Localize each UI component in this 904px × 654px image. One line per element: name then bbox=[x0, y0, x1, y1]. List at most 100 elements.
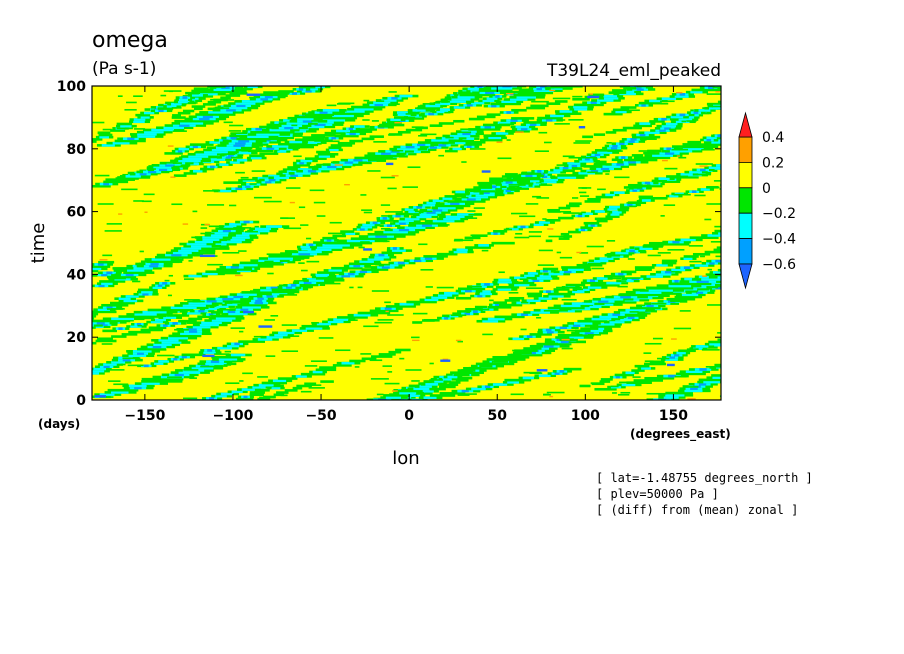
omega-contour-green bbox=[301, 324, 329, 328]
omega-contour-cyan bbox=[708, 106, 721, 110]
omega-contour-cyan bbox=[620, 279, 634, 283]
omega-noise-green bbox=[700, 255, 705, 258]
omega-contour-blue bbox=[639, 133, 646, 137]
omega-contour-blue bbox=[384, 307, 392, 310]
omega-noise-green bbox=[375, 263, 390, 266]
omega-noise-green bbox=[457, 394, 470, 396]
omega-contour-cyan bbox=[278, 331, 295, 335]
omega-contour-cyan bbox=[215, 146, 241, 150]
omega-contour-cyan bbox=[188, 302, 212, 305]
omega-contour-blue bbox=[264, 95, 273, 99]
x-tick-label: 150 bbox=[659, 408, 688, 424]
omega-contour-blue bbox=[619, 142, 625, 146]
omega-contour-green bbox=[578, 329, 591, 333]
x-tick-label: −50 bbox=[305, 408, 336, 424]
omega-noise-green bbox=[658, 392, 667, 395]
omega-contour-cyan bbox=[455, 190, 466, 194]
omega-noise-green bbox=[407, 166, 421, 169]
omega-contour-blue bbox=[163, 324, 168, 327]
omega-contour-green bbox=[157, 107, 174, 110]
omega-noise-green bbox=[558, 119, 566, 121]
omega-contour-cyan bbox=[492, 383, 508, 386]
omega-contour-green bbox=[367, 232, 416, 236]
omega-contour-cyan bbox=[178, 98, 188, 102]
omega-contour-green bbox=[566, 204, 580, 208]
omega-noise-green bbox=[300, 146, 309, 148]
omega-noise-green bbox=[704, 218, 712, 221]
omega-contour-blue bbox=[236, 104, 246, 108]
omega-contour-cyan bbox=[273, 176, 290, 180]
omega-contour-cyan bbox=[306, 87, 318, 91]
omega-positive-fleck bbox=[576, 251, 582, 254]
omega-contour-green bbox=[235, 397, 254, 400]
omega-contour-cyan bbox=[462, 194, 472, 197]
omega-contour-blue bbox=[490, 185, 497, 189]
omega-contour-green bbox=[587, 197, 601, 201]
omega-noise-green bbox=[213, 107, 230, 109]
omega-noise-green bbox=[232, 360, 244, 363]
omega-contour-green bbox=[633, 124, 652, 128]
omega-noise-green bbox=[429, 379, 443, 381]
omega-positive-fleck bbox=[344, 183, 350, 186]
omega-noise-green bbox=[121, 188, 138, 191]
omega-noise-green bbox=[133, 200, 144, 202]
omega-contour-green bbox=[588, 93, 605, 97]
omega-noise-green bbox=[559, 256, 573, 259]
omega-noise-green bbox=[470, 285, 482, 288]
omega-contour-cyan bbox=[615, 110, 627, 114]
omega-contour-blue bbox=[540, 86, 547, 88]
omega-contour-green bbox=[526, 106, 546, 110]
omega-contour-blue bbox=[621, 156, 626, 159]
omega-contour-green bbox=[623, 86, 637, 90]
omega-contour-cyan bbox=[548, 294, 564, 298]
omega-contour-green bbox=[361, 268, 389, 271]
omega-contour-cyan bbox=[215, 394, 227, 398]
chart-units: (Pa s-1) bbox=[92, 59, 156, 79]
omega-contour-blue bbox=[554, 372, 560, 375]
omega-contour-green bbox=[453, 373, 470, 377]
omega-noise-green bbox=[670, 300, 686, 302]
omega-noise-green bbox=[94, 174, 110, 177]
omega-contour-green bbox=[405, 128, 423, 132]
omega-noise-green bbox=[552, 86, 567, 89]
omega-noise-green bbox=[655, 361, 663, 363]
y-tick-label: 100 bbox=[57, 79, 86, 95]
omega-noise-green bbox=[538, 249, 553, 252]
omega-contour-green bbox=[237, 303, 268, 307]
omega-noise-green bbox=[184, 299, 200, 301]
omega-contour-cyan bbox=[512, 337, 525, 341]
omega-noise-green bbox=[469, 118, 475, 120]
omega-contour-cyan bbox=[229, 222, 242, 226]
omega-deep-core bbox=[536, 369, 548, 372]
omega-contour-green bbox=[545, 342, 558, 346]
omega-contour-blue bbox=[493, 232, 498, 235]
colorbar-box bbox=[738, 238, 753, 265]
omega-contour-blue bbox=[101, 273, 108, 277]
omega-noise-green bbox=[701, 237, 712, 239]
omega-contour-blue bbox=[314, 123, 326, 126]
omega-contour-green bbox=[429, 394, 456, 397]
omega-contour-cyan bbox=[399, 391, 417, 395]
omega-contour-blue bbox=[157, 284, 163, 287]
omega-contour-green bbox=[579, 384, 591, 388]
omega-contour-green bbox=[595, 195, 613, 199]
omega-noise-green bbox=[482, 333, 493, 336]
omega-contour-blue bbox=[222, 297, 234, 301]
omega-contour-cyan bbox=[540, 87, 563, 90]
omega-contour-cyan bbox=[434, 380, 444, 383]
omega-contour-blue bbox=[230, 265, 239, 269]
omega-contour-cyan bbox=[674, 95, 689, 98]
omega-noise-green bbox=[360, 241, 370, 243]
omega-contour-green bbox=[272, 290, 300, 294]
x-tick-label: 50 bbox=[487, 408, 507, 424]
omega-contour-green bbox=[259, 152, 279, 155]
omega-contour-green bbox=[529, 333, 552, 336]
omega-noise-green bbox=[283, 227, 302, 230]
omega-contour-blue bbox=[428, 112, 435, 116]
omega-contour-cyan bbox=[286, 122, 308, 125]
omega-contour-green bbox=[705, 273, 721, 276]
omega-contour-green bbox=[324, 241, 373, 245]
omega-contour-green bbox=[692, 252, 711, 256]
omega-contour-cyan bbox=[594, 210, 605, 213]
omega-contour-green bbox=[194, 107, 203, 111]
